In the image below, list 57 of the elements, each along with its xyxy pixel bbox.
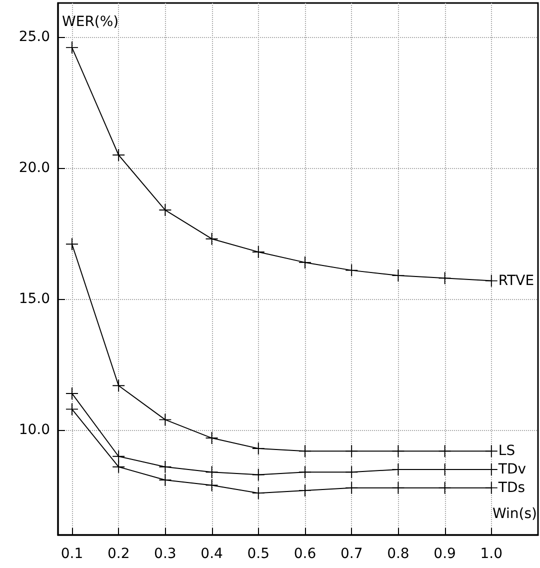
x-axis-title: Win(s) — [492, 506, 537, 522]
point — [66, 387, 78, 400]
point — [112, 450, 125, 462]
point — [66, 238, 78, 250]
point — [159, 460, 172, 473]
point — [438, 445, 451, 458]
point — [206, 479, 218, 492]
point — [392, 445, 404, 458]
y-axis-title: WER(%) — [62, 14, 119, 30]
y-tick-label: 15.0 — [18, 291, 50, 308]
point — [485, 445, 498, 458]
point — [252, 487, 264, 500]
point — [206, 232, 218, 245]
point — [485, 274, 498, 287]
y-tick-label: 10.0 — [18, 422, 50, 438]
point — [112, 460, 125, 473]
x-tick-label: 0.1 — [60, 546, 84, 562]
x-tick-label: 1.0 — [480, 546, 503, 562]
x-tick-label: 0.7 — [340, 546, 363, 562]
point — [159, 474, 172, 486]
x-tick-label: 0.5 — [247, 546, 270, 562]
point — [252, 468, 264, 481]
point — [298, 466, 311, 478]
point — [159, 414, 172, 426]
point — [159, 204, 172, 216]
point — [346, 466, 358, 478]
point — [485, 482, 498, 494]
point — [298, 256, 311, 268]
series-label: TDs — [497, 480, 526, 496]
x-tick-label: 0.9 — [434, 546, 456, 562]
point — [298, 484, 311, 496]
point — [298, 445, 311, 458]
y-tick-label: 25.0 — [18, 29, 50, 46]
point — [438, 482, 451, 494]
point — [346, 264, 358, 276]
series-label: LS — [498, 443, 516, 460]
x-tick-label: 0.6 — [294, 546, 316, 562]
point — [206, 432, 218, 444]
x-tick-label: 0.4 — [200, 546, 224, 562]
x-tick-label: 0.2 — [107, 546, 130, 562]
point — [346, 482, 358, 494]
point — [392, 482, 404, 494]
series-label: RTVE — [498, 272, 534, 289]
point — [346, 445, 358, 458]
point — [252, 246, 264, 258]
point — [112, 380, 125, 392]
point — [438, 272, 451, 284]
point — [252, 442, 264, 455]
point — [66, 42, 78, 54]
point — [392, 270, 404, 282]
point — [66, 403, 78, 416]
x-tick-label: 0.3 — [154, 546, 176, 562]
point — [206, 466, 218, 478]
x-tick-label: 0.8 — [387, 546, 410, 562]
y-tick-label: 20.0 — [18, 160, 50, 176]
series-label: TDv — [497, 461, 526, 478]
point — [112, 149, 125, 161]
